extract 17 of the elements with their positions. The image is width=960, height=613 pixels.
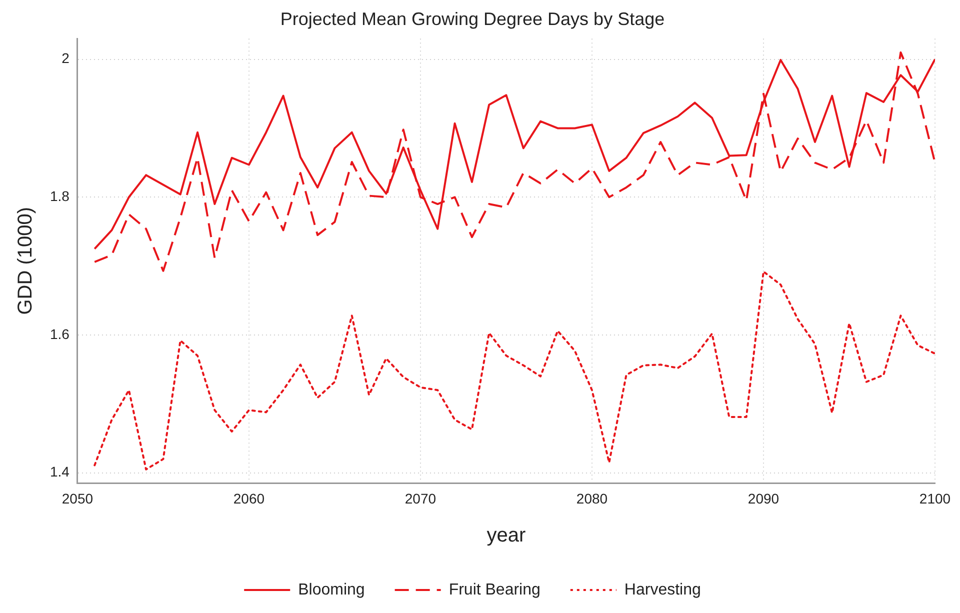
legend-label: Harvesting: [624, 581, 701, 598]
chart-title: Projected Mean Growing Degree Days by Stage: [280, 8, 665, 29]
x-axis-title: year: [486, 524, 526, 547]
x-tick-label: 2100: [919, 490, 951, 506]
y-tick-label: 2: [62, 50, 70, 66]
x-tick-label: 2080: [576, 490, 608, 506]
y-tick-label: 1.8: [50, 188, 70, 204]
x-tick-label: 2070: [404, 490, 436, 506]
x-tick-label: 2060: [233, 490, 265, 506]
legend-label: Blooming: [298, 581, 365, 598]
y-tick-label: 1.6: [50, 326, 70, 342]
line-series: [94, 270, 935, 470]
x-tick-label: 2090: [748, 490, 780, 506]
x-tick-label: 2050: [62, 490, 94, 506]
legend-label: Fruit Bearing: [448, 581, 540, 598]
y-axis-title: GDD (1000): [14, 206, 37, 315]
y-tick-label: 1.4: [50, 464, 70, 480]
